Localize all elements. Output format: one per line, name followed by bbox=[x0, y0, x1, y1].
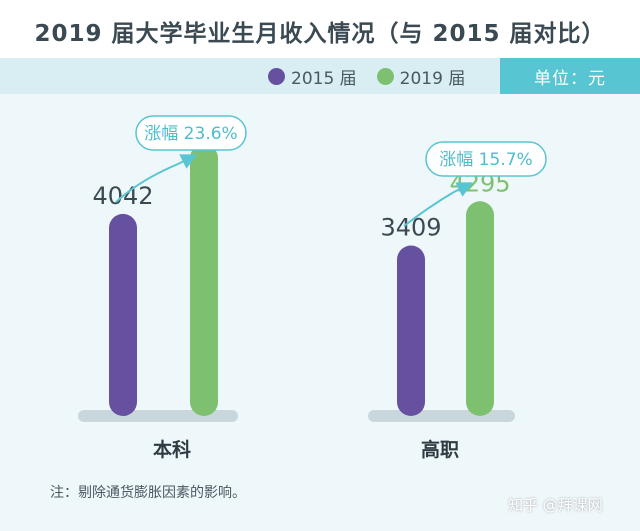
unit-label: 单位：元 bbox=[500, 58, 640, 94]
legend-swatch-2015 bbox=[268, 67, 285, 85]
bar-undergrad-2015 bbox=[109, 213, 137, 416]
legend-label-2019: 2019 届 bbox=[399, 68, 466, 89]
legend: 2015 届 2019 届 bbox=[268, 58, 465, 94]
legend-swatch-2019 bbox=[376, 67, 394, 85]
category-label-undergrad: 本科 bbox=[153, 438, 191, 461]
bar-vocational-2019 bbox=[466, 201, 494, 416]
growth-arrow-vocational bbox=[403, 182, 474, 227]
chart-title: 2019 届大学毕业生月收入情况（与 2015 届对比） bbox=[34, 21, 606, 47]
legend-item-2015: 2015 届 bbox=[268, 64, 357, 89]
bar-platform-vocational bbox=[368, 410, 515, 422]
value-label-vocational-2015: 3409 bbox=[380, 214, 441, 242]
title-bar: 2019 届大学毕业生月收入情况（与 2015 届对比） bbox=[0, 0, 640, 62]
bar-platform-undergrad bbox=[78, 410, 238, 422]
bar-undergrad-2019 bbox=[190, 144, 218, 416]
legend-item-2019: 2019 届 bbox=[376, 64, 466, 89]
bar-vocational-2015 bbox=[397, 245, 425, 416]
growth-label-vocational: 涨幅 15.7% bbox=[439, 150, 532, 170]
growth-label-undergrad: 涨幅 23.6% bbox=[144, 124, 237, 144]
legend-label-2015: 2015 届 bbox=[291, 68, 357, 89]
growth-arrow-undergrad bbox=[115, 154, 198, 203]
footnote: 注：剔除通货膨胀因素的影响。 bbox=[50, 485, 246, 501]
watermark: 知乎 @拜课网 bbox=[508, 496, 603, 514]
growth-badge-undergrad bbox=[135, 115, 247, 151]
growth-badge-vocational bbox=[425, 141, 547, 177]
category-label-vocational: 高职 bbox=[421, 438, 459, 461]
